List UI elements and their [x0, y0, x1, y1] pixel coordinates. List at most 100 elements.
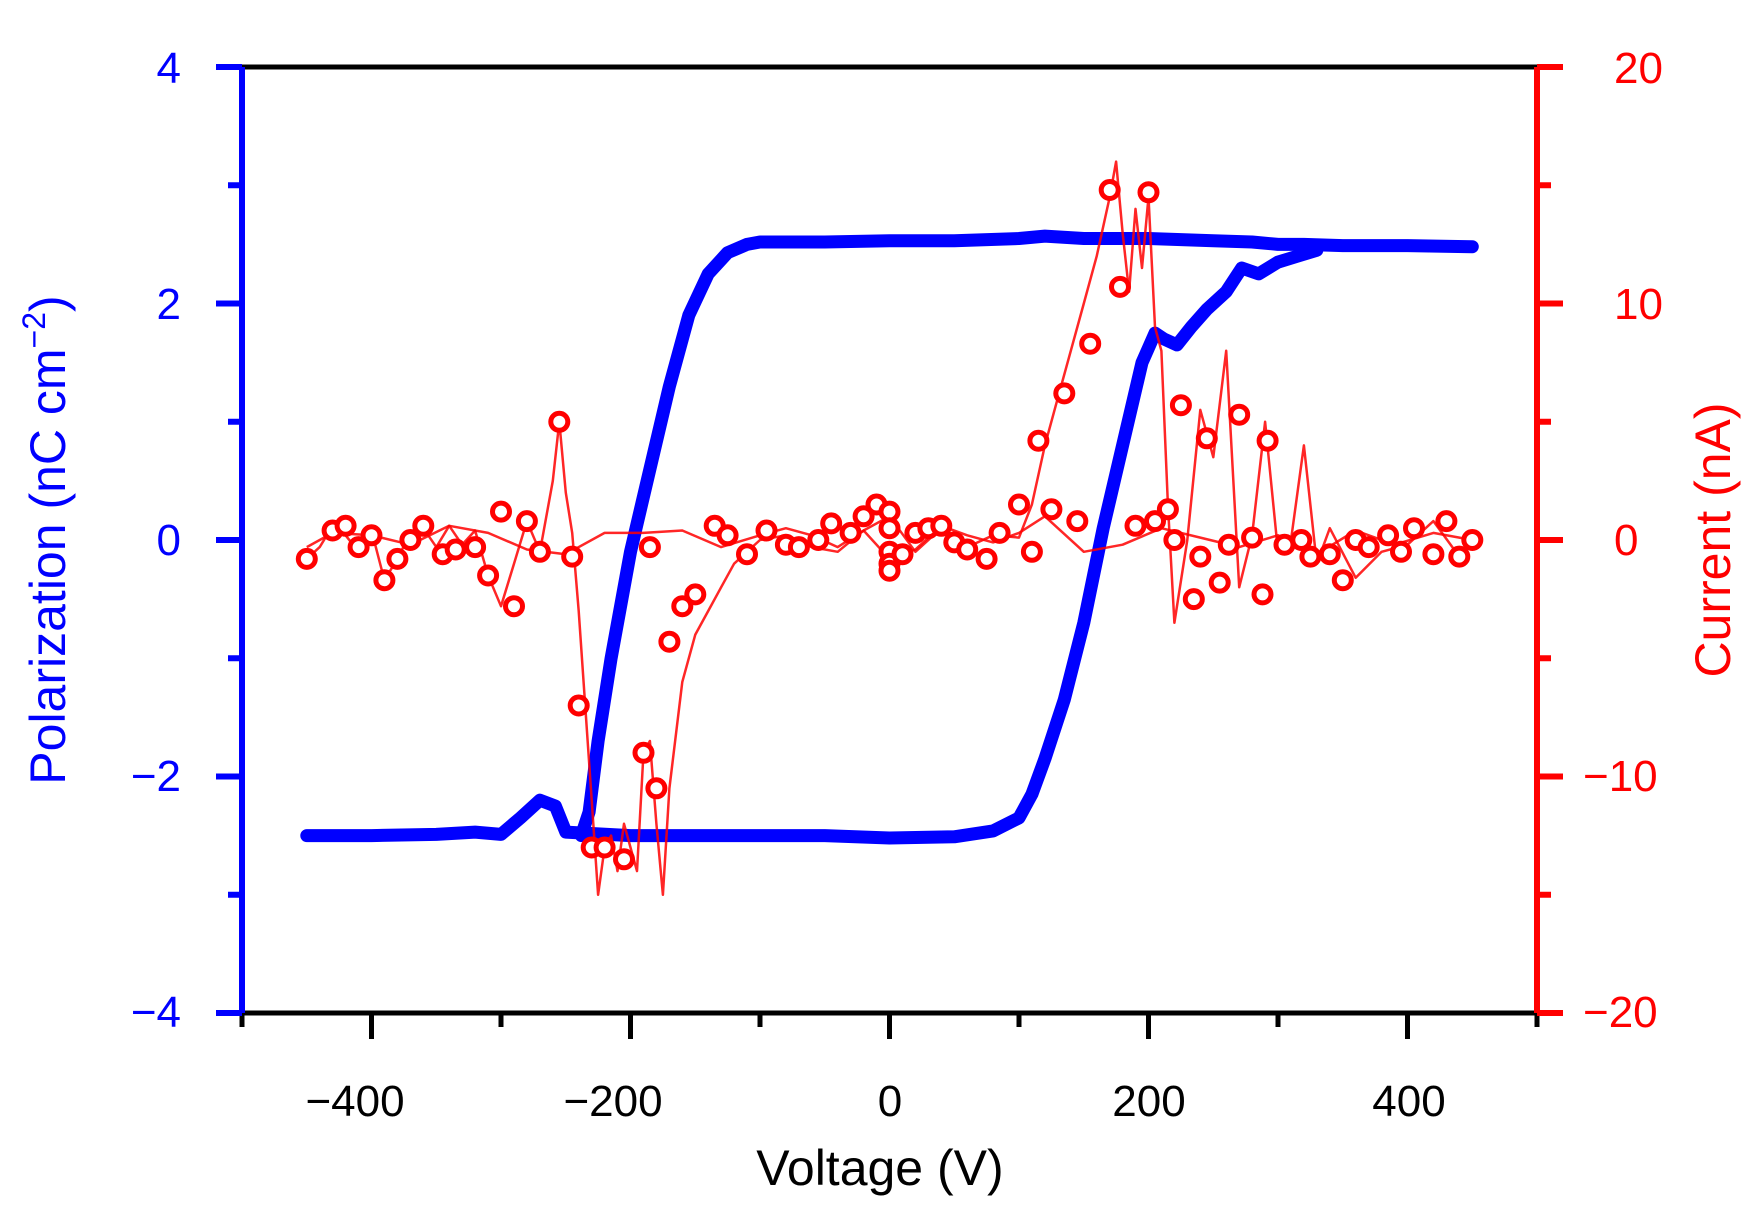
- current-marker: [561, 545, 584, 568]
- series-layer: [295, 160, 1484, 897]
- current-marker: [1137, 181, 1160, 204]
- current-marker: [975, 547, 998, 570]
- current-marker: [755, 519, 778, 542]
- current-marker: [988, 521, 1011, 544]
- current-marker: [1299, 545, 1322, 568]
- current-marker: [1461, 529, 1484, 551]
- current-marker: [1098, 179, 1121, 201]
- x-axis-title-prefix: Voltage: [756, 1140, 923, 1196]
- y-right-tick-label: −20: [1583, 988, 1658, 1037]
- current-marker: [1163, 529, 1186, 551]
- x-tick-label: 400: [1372, 1077, 1445, 1126]
- y-left-tick-label: −2: [131, 752, 181, 801]
- current-marker: [1290, 529, 1313, 551]
- y-left-axis-title-close: ): [20, 295, 76, 312]
- current-marker: [1053, 382, 1076, 405]
- current-marker: [1208, 571, 1231, 594]
- y-left-tick-label: 4: [157, 44, 181, 93]
- y-right-tick-label: 0: [1614, 516, 1638, 565]
- current-marker: [1040, 498, 1063, 521]
- y-left-axis-title-prefix: Polarization: [20, 523, 76, 784]
- current-marker: [736, 543, 758, 566]
- current-marker: [1189, 545, 1212, 568]
- current-marker: [1182, 588, 1205, 611]
- current-marker: [386, 547, 409, 570]
- y-left-axis-title: Polarization (nC cm−2): [16, 295, 76, 784]
- frame-layer: [216, 64, 1563, 1039]
- current-marker: [645, 777, 668, 800]
- y-left-tick-label: −4: [131, 988, 181, 1037]
- current-marker: [360, 524, 383, 547]
- current-marker: [567, 694, 590, 717]
- current-marker: [632, 741, 655, 764]
- y-left-axis-title-exponent: −2: [16, 312, 52, 348]
- current-marker: [528, 540, 551, 563]
- y-left-axis-title-unit: (nC cm: [20, 348, 76, 509]
- series-polarization: [300, 229, 1479, 845]
- y-right-tick-label: 20: [1614, 44, 1663, 93]
- y-right-tick-labels: −20 −10 0 10 20: [1583, 44, 1663, 1037]
- current-marker: [658, 630, 681, 653]
- current-marker: [1066, 510, 1089, 533]
- current-marker: [891, 543, 914, 566]
- current-marker: [490, 500, 512, 523]
- current-marker: [444, 538, 467, 561]
- y-left-tick-labels: −4 −2 0 2 4: [131, 44, 181, 1037]
- current-marker: [477, 564, 500, 587]
- current-marker: [716, 524, 739, 547]
- x-tick-label: 0: [878, 1077, 902, 1126]
- current-marker: [1228, 403, 1251, 426]
- current-marker: [1403, 517, 1425, 540]
- current-marker: [878, 559, 901, 582]
- current-marker: [1109, 275, 1131, 298]
- current-marker: [1256, 429, 1279, 452]
- current-marker: [1217, 533, 1240, 556]
- x-tick-label: −200: [563, 1077, 662, 1126]
- y-right-tick-label: −10: [1583, 752, 1658, 801]
- current-markers: [295, 179, 1484, 871]
- current-marker: [1156, 498, 1179, 521]
- current-marker: [878, 517, 901, 540]
- current-marker: [399, 529, 422, 551]
- y-right-axis-title-prefix: Current: [1685, 511, 1741, 678]
- current-marker: [1318, 543, 1341, 566]
- x-tick-labels: −400 −200 0 200 400: [305, 1077, 1445, 1126]
- y-left-tick-label: 0: [157, 516, 181, 565]
- current-marker: [1251, 583, 1274, 606]
- current-marker: [1020, 540, 1043, 563]
- y-left-tick-label: 2: [157, 280, 181, 329]
- current-marker: [787, 536, 810, 559]
- current-marker: [1144, 510, 1166, 533]
- current-marker: [1079, 332, 1102, 355]
- x-tick-label: −400: [305, 1077, 404, 1126]
- y-right-axis-title-unit: (nA): [1685, 402, 1741, 496]
- current-marker: [1169, 394, 1192, 417]
- current-marker: [548, 410, 571, 433]
- current-marker: [1357, 536, 1380, 559]
- polarization-lower-branch: [300, 243, 1324, 845]
- current-marker: [1124, 514, 1147, 537]
- current-marker: [684, 583, 707, 606]
- current-marker: [807, 529, 830, 551]
- current-marker: [593, 836, 616, 859]
- current-marker: [1422, 543, 1445, 566]
- series-current: [295, 160, 1484, 897]
- current-marker: [464, 536, 487, 559]
- current-marker: [820, 512, 843, 535]
- current-marker: [852, 505, 875, 528]
- current-marker: [1195, 427, 1218, 450]
- current-marker: [1027, 429, 1050, 452]
- current-marker: [515, 510, 538, 533]
- current-marker: [1008, 493, 1030, 516]
- current-marker: [956, 538, 979, 561]
- current-marker: [839, 521, 862, 544]
- x-axis-title-unit: (V): [937, 1140, 1004, 1196]
- x-tick-label: 200: [1112, 1077, 1185, 1126]
- current-marker: [373, 569, 396, 592]
- current-marker: [930, 514, 953, 537]
- current-marker: [1390, 540, 1412, 563]
- current-marker: [1241, 526, 1264, 549]
- current-marker: [503, 595, 525, 618]
